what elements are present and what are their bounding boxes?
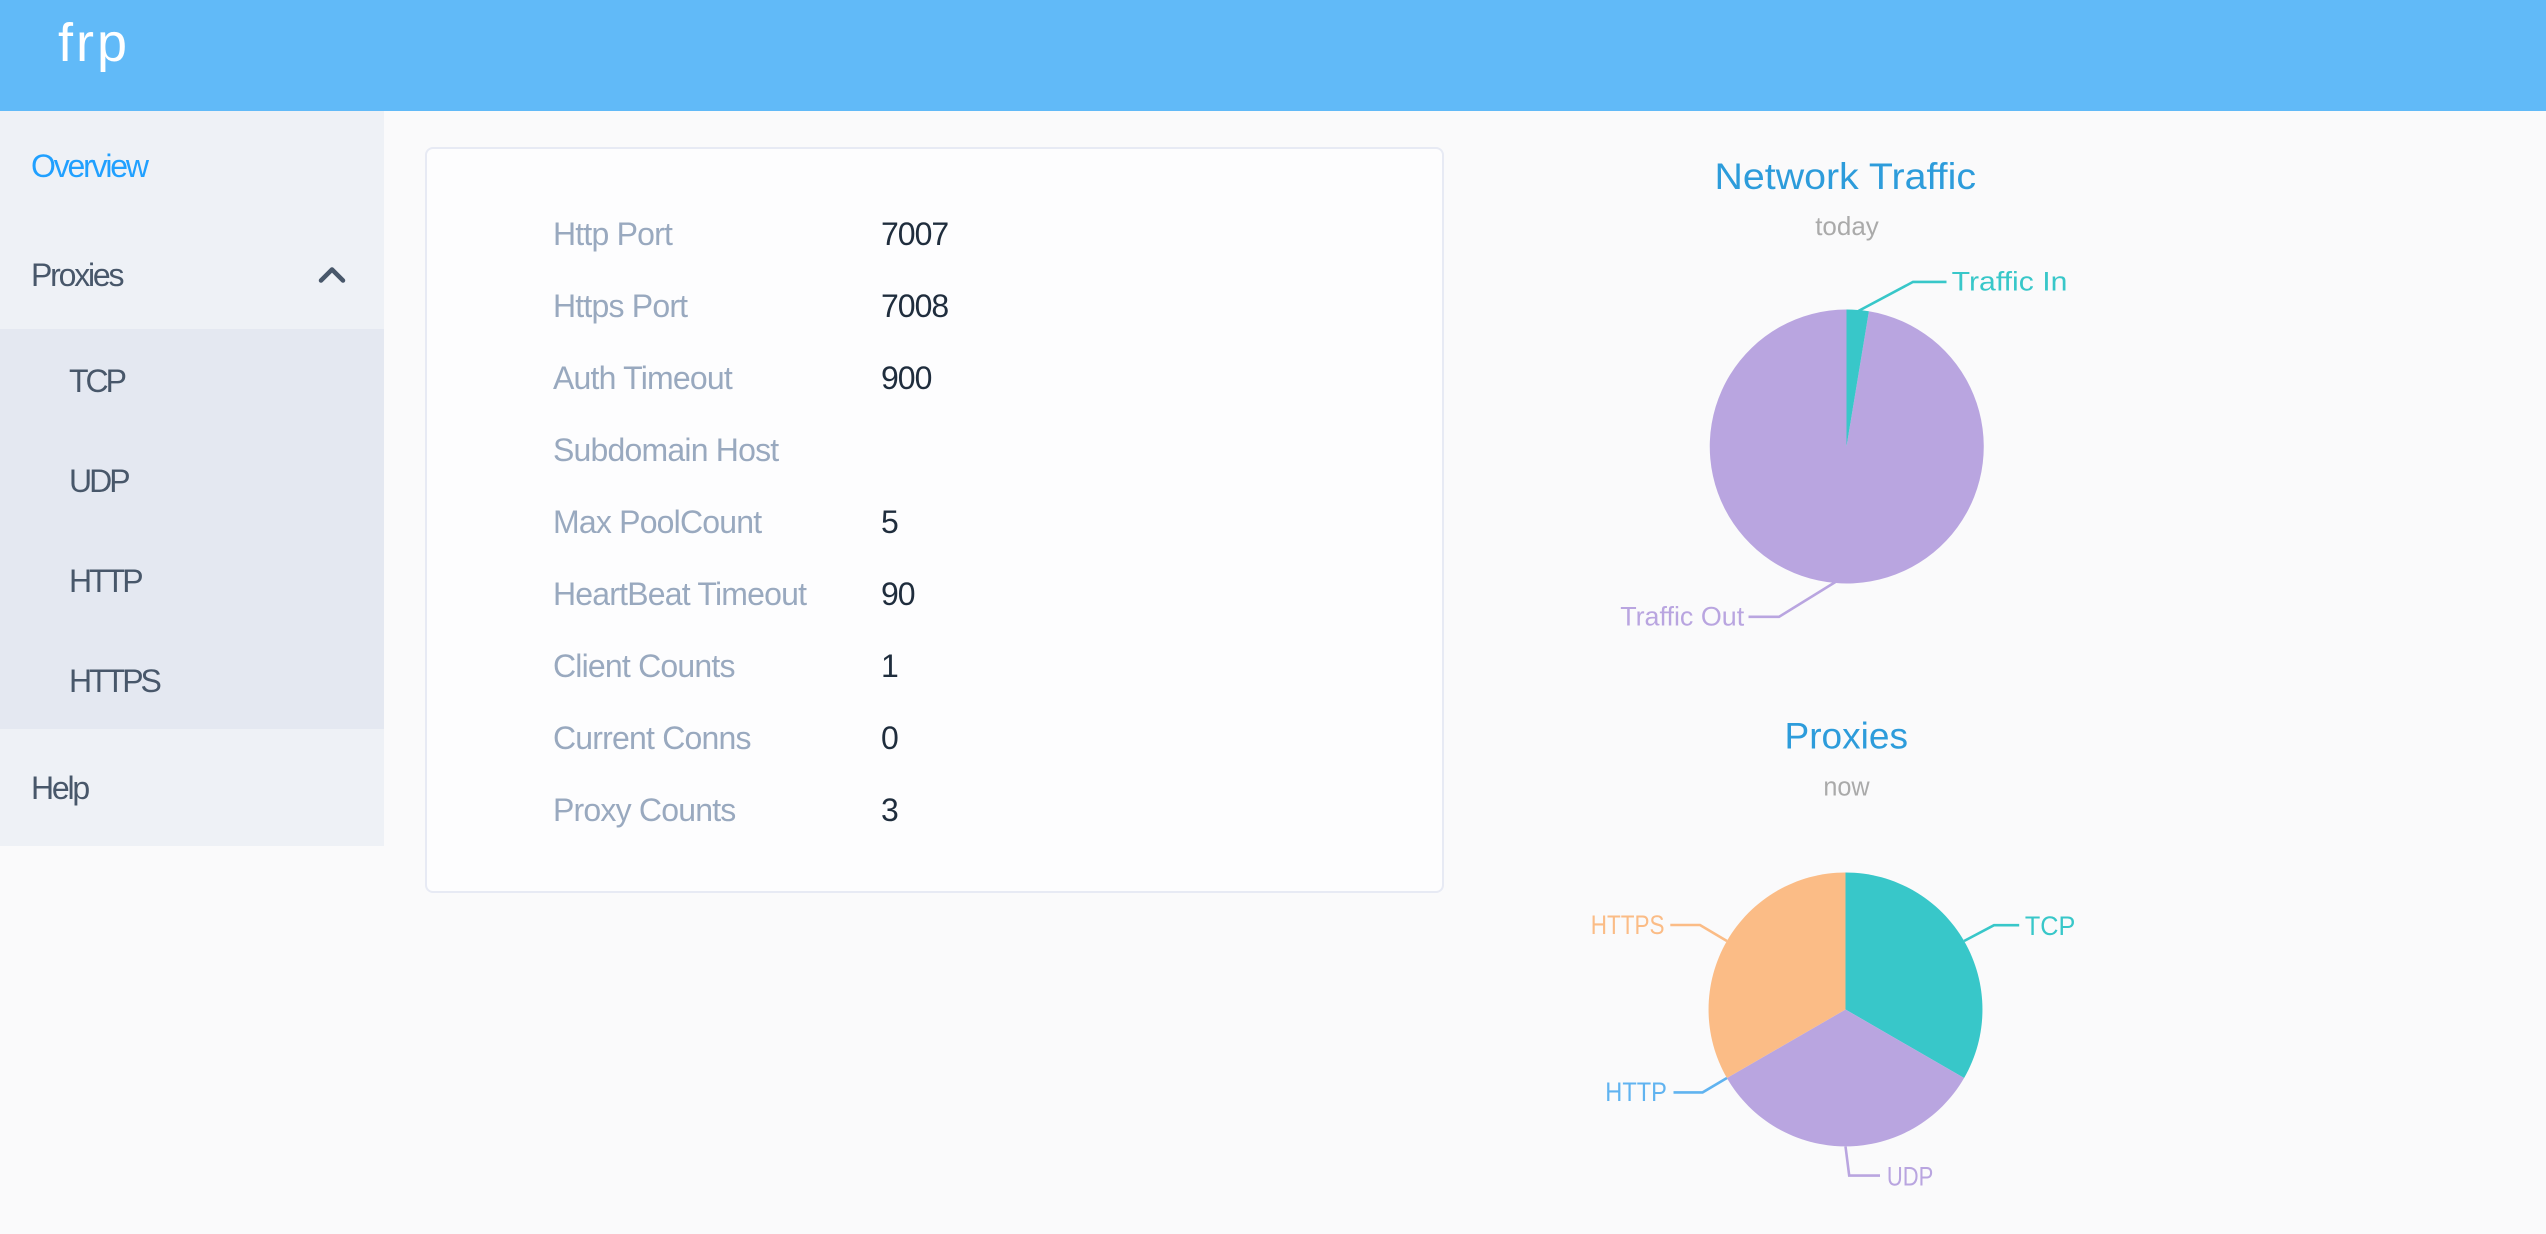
svg-text:today: today xyxy=(1815,211,1879,241)
svg-text:now: now xyxy=(1823,771,1870,801)
svg-text:HTTPS: HTTPS xyxy=(1591,910,1665,940)
svg-text:Proxies: Proxies xyxy=(1785,715,1909,757)
svg-text:Traffic In: Traffic In xyxy=(1952,267,2068,297)
svg-text:HTTP: HTTP xyxy=(1605,1077,1667,1107)
svg-text:UDP: UDP xyxy=(1887,1161,1933,1191)
svg-text:Traffic Out: Traffic Out xyxy=(1620,602,1744,632)
svg-text:TCP: TCP xyxy=(2025,911,2075,941)
svg-text:Network Traffic: Network Traffic xyxy=(1715,155,1977,197)
